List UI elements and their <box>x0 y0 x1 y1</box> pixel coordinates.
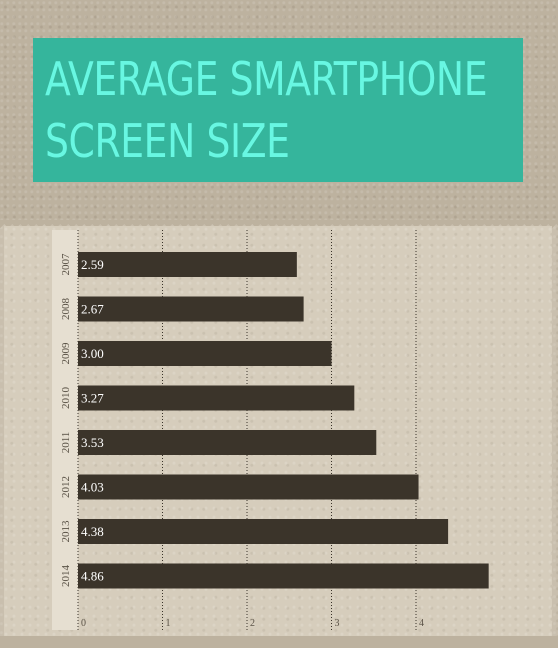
bar-value-label: 4.38 <box>81 524 104 539</box>
year-axis-band <box>52 230 78 630</box>
year-label-2009: 2009 <box>60 342 72 365</box>
bar-value-label: 2.59 <box>81 257 104 272</box>
bar-2008 <box>78 296 304 322</box>
bottom-strip <box>0 636 558 648</box>
bar-value-label: 3.27 <box>81 391 104 406</box>
x-tick-label: 0 <box>81 618 86 629</box>
x-tick-label: 4 <box>419 618 424 629</box>
bar-value-label: 4.86 <box>81 569 104 584</box>
bar-2009 <box>78 341 332 366</box>
bar-2014 <box>78 563 489 589</box>
title-box: AVERAGE SMARTPHONE SCREEN SIZE <box>33 38 523 182</box>
bar-2011 <box>78 430 377 455</box>
bar-2013 <box>78 519 449 544</box>
bar-value-label: 4.03 <box>81 480 104 495</box>
bar-value-label: 2.67 <box>81 302 104 317</box>
year-label-2011: 2011 <box>60 432 72 454</box>
bar-2010 <box>78 385 355 411</box>
bar-value-label: 3.00 <box>81 346 104 361</box>
year-label-2012: 2012 <box>60 476 72 498</box>
year-label-2007: 2007 <box>60 253 72 276</box>
header-background: AVERAGE SMARTPHONE SCREEN SIZE <box>0 0 558 228</box>
year-label-2013: 2013 <box>60 520 72 543</box>
bar-2012 <box>78 474 419 500</box>
x-tick-label: 2 <box>250 618 255 629</box>
chart-title-line-1: AVERAGE SMARTPHONE <box>45 52 488 106</box>
x-tick-label: 1 <box>166 618 171 629</box>
year-label-2014: 2014 <box>60 565 72 588</box>
x-tick-label: 3 <box>335 618 340 629</box>
chart-title-line-2: SCREEN SIZE <box>45 114 290 168</box>
year-label-2008: 2008 <box>60 298 72 321</box>
year-label-2010: 2010 <box>60 387 72 410</box>
bar-2007 <box>78 252 297 277</box>
bar-value-label: 3.53 <box>81 435 104 450</box>
